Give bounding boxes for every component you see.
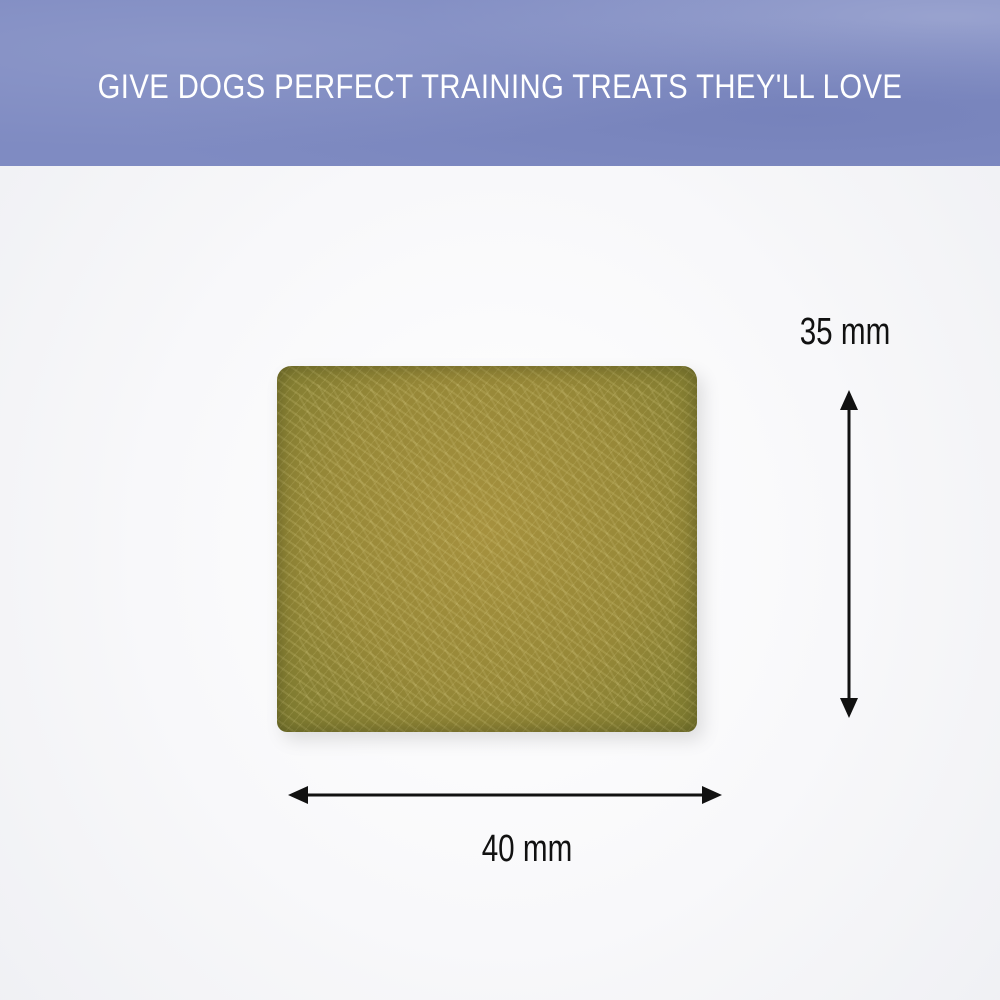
- width-arrow-icon: [288, 786, 722, 804]
- treat-surface: [299, 384, 675, 706]
- headline: GIVE DOGS PERFECT TRAINING TREATS THEY'L…: [97, 68, 903, 106]
- width-label: 40 mm: [481, 828, 573, 870]
- height-arrow-icon: [840, 390, 858, 718]
- header-banner: GIVE DOGS PERFECT TRAINING TREATS THEY'L…: [0, 0, 1000, 166]
- treat-photo: [277, 366, 697, 732]
- height-label: 35 mm: [799, 311, 891, 353]
